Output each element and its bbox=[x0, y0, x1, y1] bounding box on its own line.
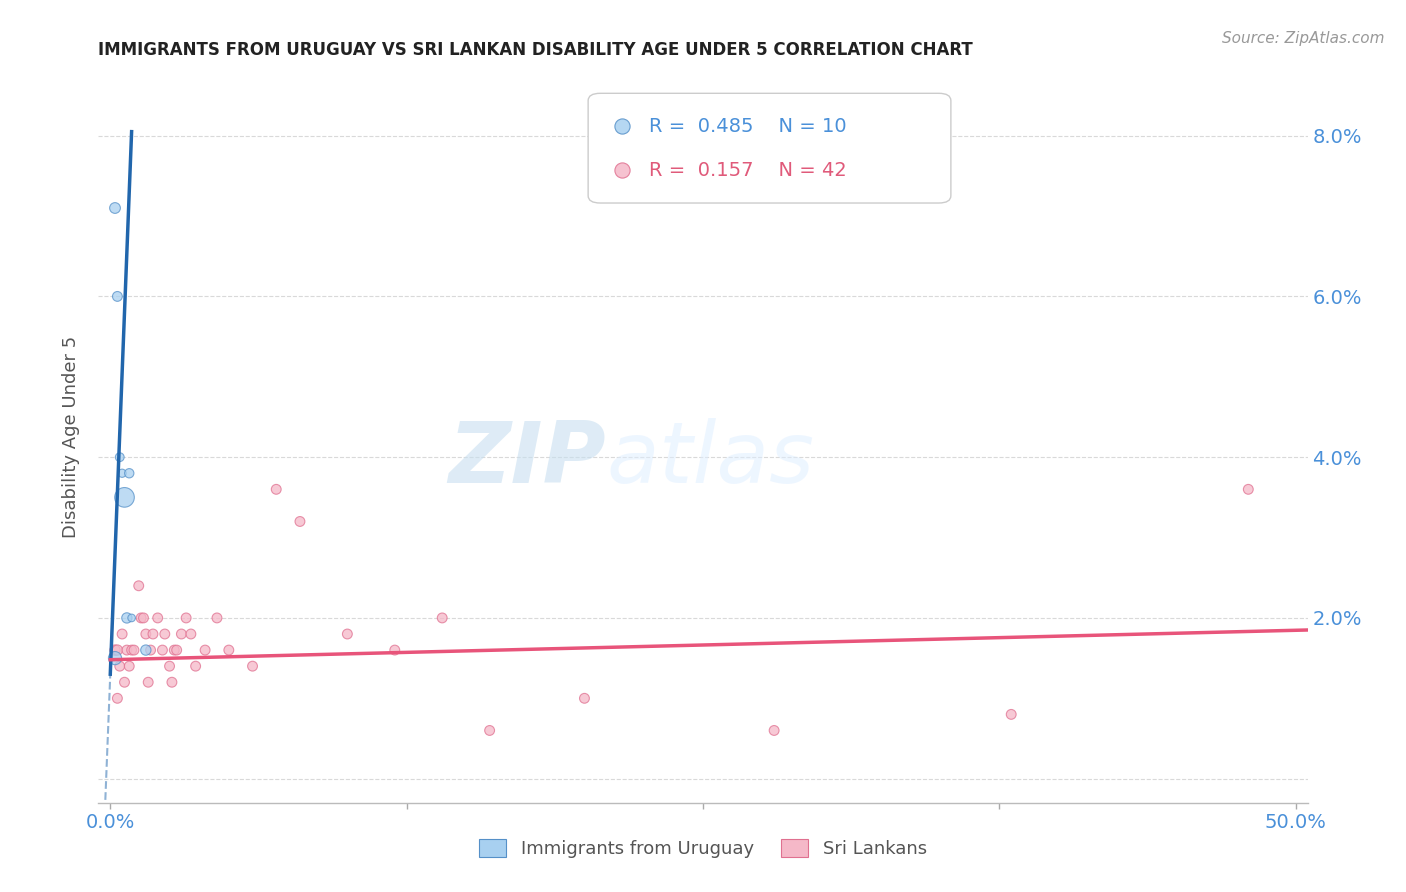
Point bbox=[114, 675, 136, 690]
Point bbox=[115, 643, 138, 657]
Legend: Immigrants from Uruguay, Sri Lankans: Immigrants from Uruguay, Sri Lankans bbox=[470, 830, 936, 867]
Point bbox=[132, 611, 155, 625]
Point bbox=[194, 643, 217, 657]
Point bbox=[574, 691, 596, 706]
Point bbox=[104, 651, 127, 665]
Point bbox=[135, 627, 157, 641]
Point bbox=[205, 611, 228, 625]
Point bbox=[139, 643, 162, 657]
Point bbox=[142, 627, 165, 641]
Point bbox=[104, 201, 127, 215]
Point bbox=[166, 643, 188, 657]
Text: ZIP: ZIP bbox=[449, 417, 606, 500]
Point bbox=[174, 611, 197, 625]
Point bbox=[152, 643, 174, 657]
Point bbox=[118, 659, 141, 673]
Point bbox=[384, 643, 406, 657]
Point bbox=[104, 643, 127, 657]
Point bbox=[121, 611, 143, 625]
Point bbox=[170, 627, 193, 641]
Point bbox=[136, 675, 159, 690]
Point bbox=[118, 467, 141, 481]
Point bbox=[288, 515, 311, 529]
Point bbox=[128, 579, 150, 593]
Point bbox=[218, 643, 240, 657]
Point bbox=[336, 627, 359, 641]
Point bbox=[184, 659, 207, 673]
Point bbox=[153, 627, 176, 641]
Point bbox=[129, 611, 152, 625]
Point bbox=[114, 491, 136, 505]
Point bbox=[121, 643, 143, 657]
Point bbox=[242, 659, 264, 673]
FancyBboxPatch shape bbox=[588, 94, 950, 203]
Point bbox=[432, 611, 454, 625]
Point bbox=[163, 643, 186, 657]
Text: atlas: atlas bbox=[606, 417, 814, 500]
Point bbox=[115, 611, 138, 625]
Point bbox=[264, 483, 287, 497]
Point bbox=[135, 643, 157, 657]
Text: IMMIGRANTS FROM URUGUAY VS SRI LANKAN DISABILITY AGE UNDER 5 CORRELATION CHART: IMMIGRANTS FROM URUGUAY VS SRI LANKAN DI… bbox=[98, 41, 973, 59]
Point bbox=[478, 723, 501, 738]
Text: R =  0.157    N = 42: R = 0.157 N = 42 bbox=[648, 161, 846, 179]
Point bbox=[105, 289, 128, 303]
Point bbox=[111, 627, 134, 641]
Point bbox=[108, 450, 131, 465]
Point bbox=[108, 659, 131, 673]
Point bbox=[1237, 483, 1260, 497]
Point bbox=[105, 643, 128, 657]
Point bbox=[159, 659, 181, 673]
Point bbox=[180, 627, 202, 641]
Text: R =  0.485    N = 10: R = 0.485 N = 10 bbox=[648, 117, 846, 136]
Point bbox=[763, 723, 786, 738]
Point bbox=[111, 467, 134, 481]
Text: Source: ZipAtlas.com: Source: ZipAtlas.com bbox=[1222, 31, 1385, 46]
Y-axis label: Disability Age Under 5: Disability Age Under 5 bbox=[62, 336, 80, 538]
Point bbox=[105, 691, 128, 706]
Point bbox=[1000, 707, 1022, 722]
Point bbox=[122, 643, 145, 657]
Point bbox=[146, 611, 169, 625]
Point bbox=[160, 675, 183, 690]
